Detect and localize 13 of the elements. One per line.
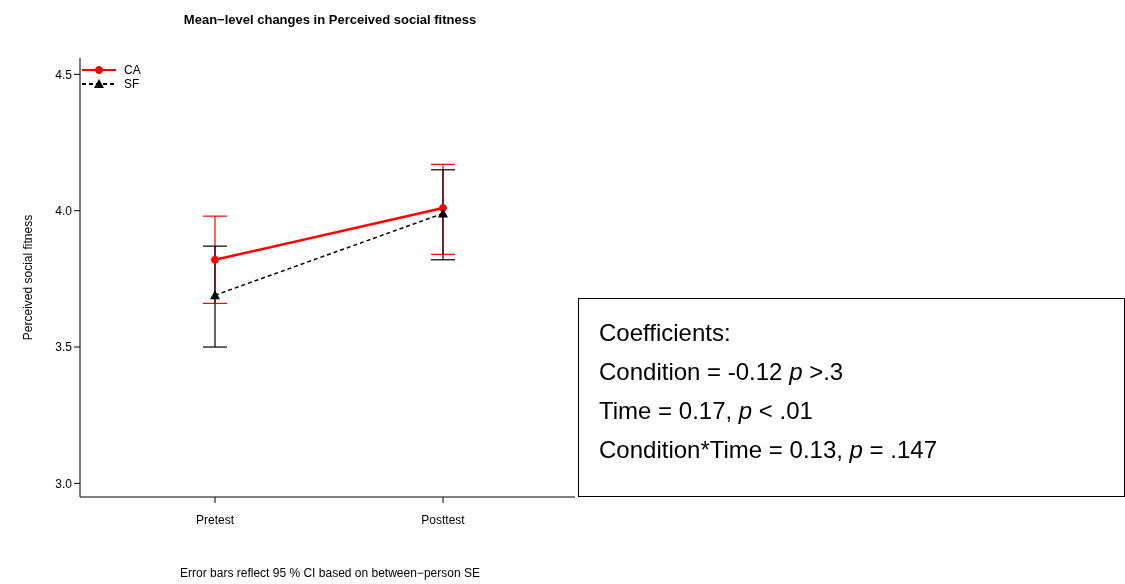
- y-tick-label: 4.5: [55, 67, 73, 82]
- x-tick-label: Posttest: [421, 512, 466, 527]
- legend-label: CA: [124, 63, 141, 77]
- text-box: Coefficients: Condition = -0.12 p >.3 Time = 0.17, p < .01 Condition*Time = 0.13, p = .147: [578, 298, 1125, 497]
- y-tick-label: 3.5: [55, 340, 73, 355]
- point: [211, 255, 219, 264]
- chart-title: Mean−level changes in Perceived social fitness: [182, 12, 478, 27]
- y-tick-label: 3.0: [55, 476, 73, 491]
- legend-label: SF: [124, 77, 140, 91]
- y-axis-title: Perceived social fitness: [21, 214, 36, 341]
- x-tick-label: Pretest: [195, 512, 235, 527]
- y-tick-label: 4.0: [55, 203, 73, 218]
- text: Error bars reflect 95 % CI based on between−person SE: [179, 566, 481, 580]
